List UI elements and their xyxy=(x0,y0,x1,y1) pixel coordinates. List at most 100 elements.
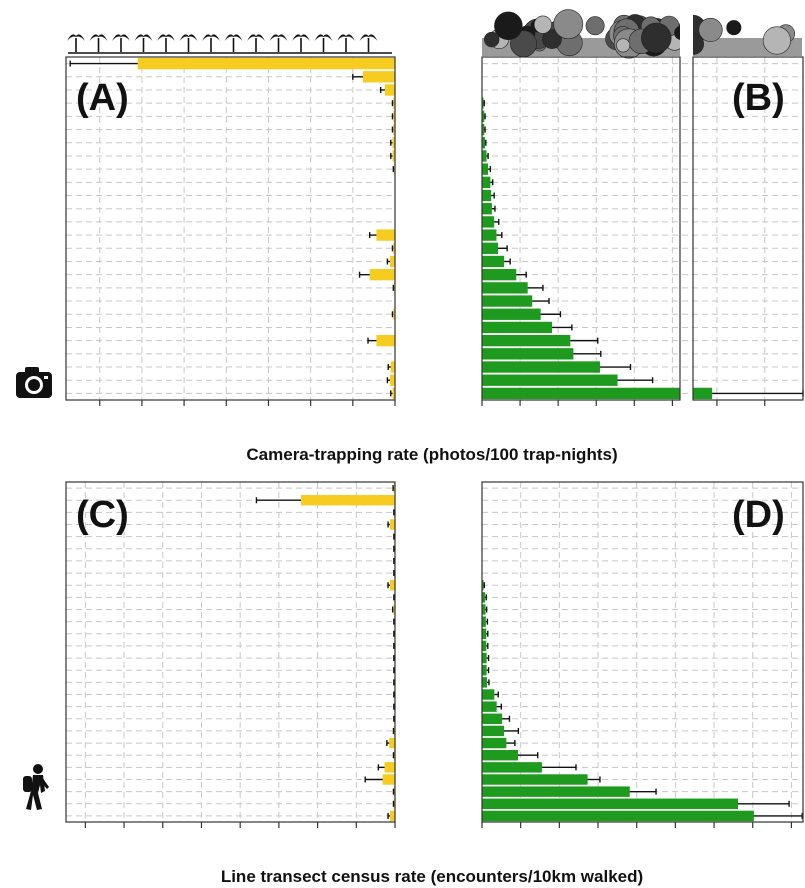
bar-dasy_prym xyxy=(382,774,395,785)
bar-sagu_ursu xyxy=(389,810,395,822)
bar-dasy_sept xyxy=(482,255,505,268)
bar-leop_pard xyxy=(482,229,497,241)
bar-cerd_thou xyxy=(300,494,395,506)
bar-dasy_nove xyxy=(482,604,486,615)
bar-taya_peca xyxy=(482,713,503,725)
bar-sagu_ursu xyxy=(482,810,754,822)
canopy-tree xyxy=(641,22,672,54)
canopy-tree xyxy=(533,15,552,34)
canopy-tree xyxy=(484,31,500,48)
panel-a-plot xyxy=(65,56,396,406)
bar-maza_nemo xyxy=(482,361,601,373)
canopy-tree xyxy=(553,9,584,40)
canopy-break-gap xyxy=(680,10,693,58)
palm-crown xyxy=(359,34,378,41)
panel-frame-right xyxy=(692,56,804,401)
bar-dasy_nove xyxy=(482,334,571,347)
palm-crown xyxy=(67,34,85,41)
canopy-tree xyxy=(762,26,791,55)
bar-peca_taja xyxy=(482,737,507,749)
bar-brad_vari xyxy=(482,664,487,676)
bar-saim_coll xyxy=(482,749,518,761)
palm-crown xyxy=(179,34,198,41)
bar-sapa_apel xyxy=(482,798,739,810)
bar-tapi_terr xyxy=(482,677,488,688)
palm-crown xyxy=(157,34,175,41)
canopy-tree xyxy=(726,20,742,36)
bar-tama_tetr xyxy=(369,269,395,281)
bar-leop_pard xyxy=(376,229,395,241)
palm-crown xyxy=(112,34,130,41)
bar-chol_dida xyxy=(482,616,486,627)
bar-tapi_terr xyxy=(482,282,528,294)
bar-dasy_sept xyxy=(389,255,395,268)
bar-maza_amer xyxy=(482,295,533,307)
canopy-tree xyxy=(585,16,605,36)
bar-pant_onca xyxy=(482,579,484,591)
panel-label-b: (B) xyxy=(732,77,785,119)
bar-nasu_nasu xyxy=(384,762,395,773)
bar-hydr_hydr xyxy=(393,97,395,109)
bar-dasy_prym xyxy=(482,774,588,785)
palm-crown xyxy=(89,34,108,41)
bar-dasy_prym-resumed xyxy=(693,387,713,400)
bar-cuni_paca xyxy=(482,308,541,320)
bar-proc_canc xyxy=(389,519,395,530)
bar-euph_sexc xyxy=(482,123,485,136)
bar-tama_tetr xyxy=(482,701,497,712)
forest-canopy-icon xyxy=(482,9,802,59)
palm-trees-icon xyxy=(67,34,392,54)
panel-frame xyxy=(65,481,396,823)
x-axis-title-bottom: Line transect census rate (encounters/10… xyxy=(221,867,643,886)
bar-guer_aest xyxy=(482,689,495,700)
bar-myrm_trid xyxy=(482,216,495,228)
panel-label-a: (A) xyxy=(76,77,129,119)
canopy-tree xyxy=(542,29,562,49)
bar-nasu_nasu xyxy=(389,374,395,386)
bar-caba_unic xyxy=(482,628,487,640)
panel-frame-left xyxy=(481,56,681,401)
canopy-tree xyxy=(494,11,523,41)
canopy-tree xyxy=(698,17,723,42)
palm-crown xyxy=(337,34,355,41)
bar-nasu_nasu xyxy=(482,762,542,773)
bar-gali_vitt xyxy=(384,84,395,96)
panel-label-c: (C) xyxy=(76,494,129,536)
bar-cerd_thou xyxy=(137,57,395,70)
palm-crown xyxy=(269,34,288,41)
bar-guer_aest xyxy=(393,242,395,254)
bar-tama_tetr xyxy=(482,269,517,281)
bar-puma_conc xyxy=(482,163,489,175)
bar-proc_canc xyxy=(362,71,395,83)
canopy-tree xyxy=(616,38,631,53)
bar-maza_amer xyxy=(482,652,487,664)
bar-pant_onca xyxy=(389,579,395,591)
bar-sapa_apel xyxy=(482,137,486,149)
bar-eira_barb xyxy=(482,189,492,202)
palm-crown xyxy=(292,34,310,41)
panel-label-d: (D) xyxy=(732,494,785,536)
bar-peca_taja xyxy=(389,737,395,749)
palm-crown xyxy=(202,34,220,41)
panel-d-plot xyxy=(481,481,804,828)
bar-maza_nemo xyxy=(390,361,395,373)
bar-prio_maxi xyxy=(482,176,491,188)
palm-crown xyxy=(224,34,243,41)
panel-b-plot xyxy=(481,56,804,406)
bar-hydr_hydr xyxy=(482,97,484,109)
bar-dasy_prym xyxy=(392,387,395,400)
bar-alou_belz xyxy=(482,786,630,797)
hiker-icon xyxy=(23,764,49,810)
bar-peca_taja xyxy=(482,348,574,360)
palm-crown xyxy=(314,34,333,41)
x-axis-title-top: Camera-trapping rate (photos/100 trap-ni… xyxy=(246,445,617,464)
bar-dasy_nove xyxy=(393,604,395,615)
bar-puma_yago xyxy=(392,150,395,162)
bar-leop_wied xyxy=(482,110,485,123)
panel-c-plot xyxy=(65,481,396,828)
bar-leop_wied xyxy=(393,110,395,123)
bar-dasy_nove xyxy=(376,334,395,347)
bar-maza_nemo xyxy=(482,592,486,603)
bar-euph_sexc xyxy=(393,123,395,136)
